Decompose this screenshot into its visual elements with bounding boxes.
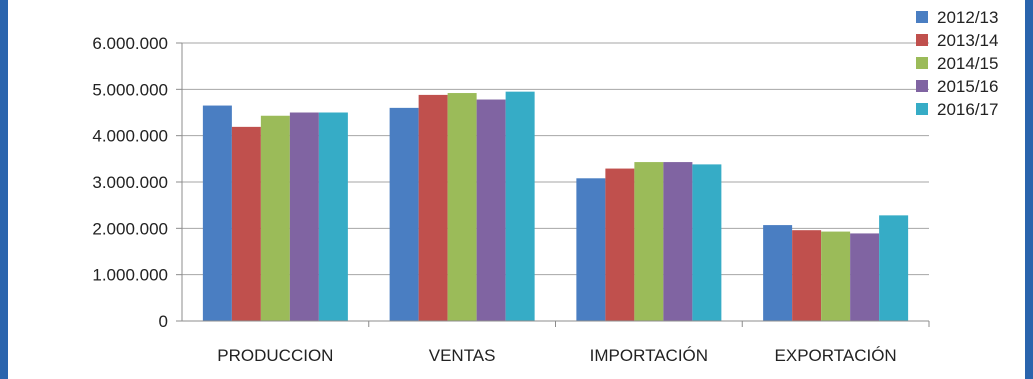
bar-2015-16-exportación: [850, 233, 880, 321]
axes: [176, 42, 930, 327]
legend-label: 2013/14: [937, 31, 998, 50]
x-category-label: PRODUCCION: [217, 346, 333, 365]
bar-2013-14-exportación: [792, 230, 822, 321]
legend-swatch: [916, 57, 928, 69]
legend-label: 2014/15: [937, 54, 998, 73]
legend-label: 2012/13: [937, 8, 998, 27]
legend-swatch: [916, 34, 928, 46]
y-tick-label: 6.000.000: [92, 34, 168, 53]
legend-label: 2015/16: [937, 77, 998, 96]
bar-2013-14-produccion: [231, 126, 261, 321]
y-axis-tick-labels: 0 1.000.000 2.000.000 3.000.000 4.000.000 5.0…: [92, 34, 168, 331]
bar-2014-15-exportación: [821, 231, 851, 321]
y-tick-label: 3.000.000: [92, 173, 168, 192]
y-tick-label: 4.000.000: [92, 127, 168, 146]
y-tick-label: 2.000.000: [92, 219, 168, 238]
bar-2013-14-ventas: [418, 94, 448, 321]
legend-swatch: [916, 80, 928, 92]
bar-2016-17-importación: [692, 164, 722, 321]
x-axis-category-labels: PRODUCCION VENTAS IMPORTACIÓN EXPORTACIÓN: [217, 346, 896, 365]
bar-2012-13-importación: [576, 178, 606, 321]
bar-2016-17-ventas: [505, 91, 535, 322]
bar-chart: 0 1.000.000 2.000.000 3.000.000 4.000.000 5.0…: [92, 8, 998, 365]
bar-2015-16-importación: [663, 162, 693, 321]
legend-label: 2016/17: [937, 100, 998, 119]
bar-2012-13-exportación: [763, 225, 793, 321]
bars: [202, 91, 909, 322]
bar-2014-15-produccion: [260, 115, 290, 321]
x-category-label: VENTAS: [429, 346, 496, 365]
legend-swatch: [916, 11, 928, 23]
bar-2015-16-ventas: [476, 99, 506, 321]
bar-2016-17-produccion: [318, 112, 348, 321]
x-category-label: IMPORTACIÓN: [590, 346, 708, 365]
bar-2012-13-ventas: [389, 107, 419, 321]
bar-2015-16-produccion: [289, 112, 319, 321]
y-tick-label: 0: [159, 312, 168, 331]
bar-2016-17-exportación: [879, 215, 909, 321]
bar-2012-13-produccion: [202, 105, 232, 321]
legend: 2012/13 2013/14 2014/15 2015/16 2016/17: [916, 8, 998, 119]
y-tick-label: 1.000.000: [92, 266, 168, 285]
x-category-label: EXPORTACIÓN: [775, 346, 897, 365]
bar-2014-15-ventas: [447, 93, 477, 321]
y-tick-label: 5.000.000: [92, 80, 168, 99]
legend-swatch: [916, 103, 928, 115]
bar-2013-14-importación: [605, 168, 635, 321]
bar-2014-15-importación: [634, 162, 664, 321]
